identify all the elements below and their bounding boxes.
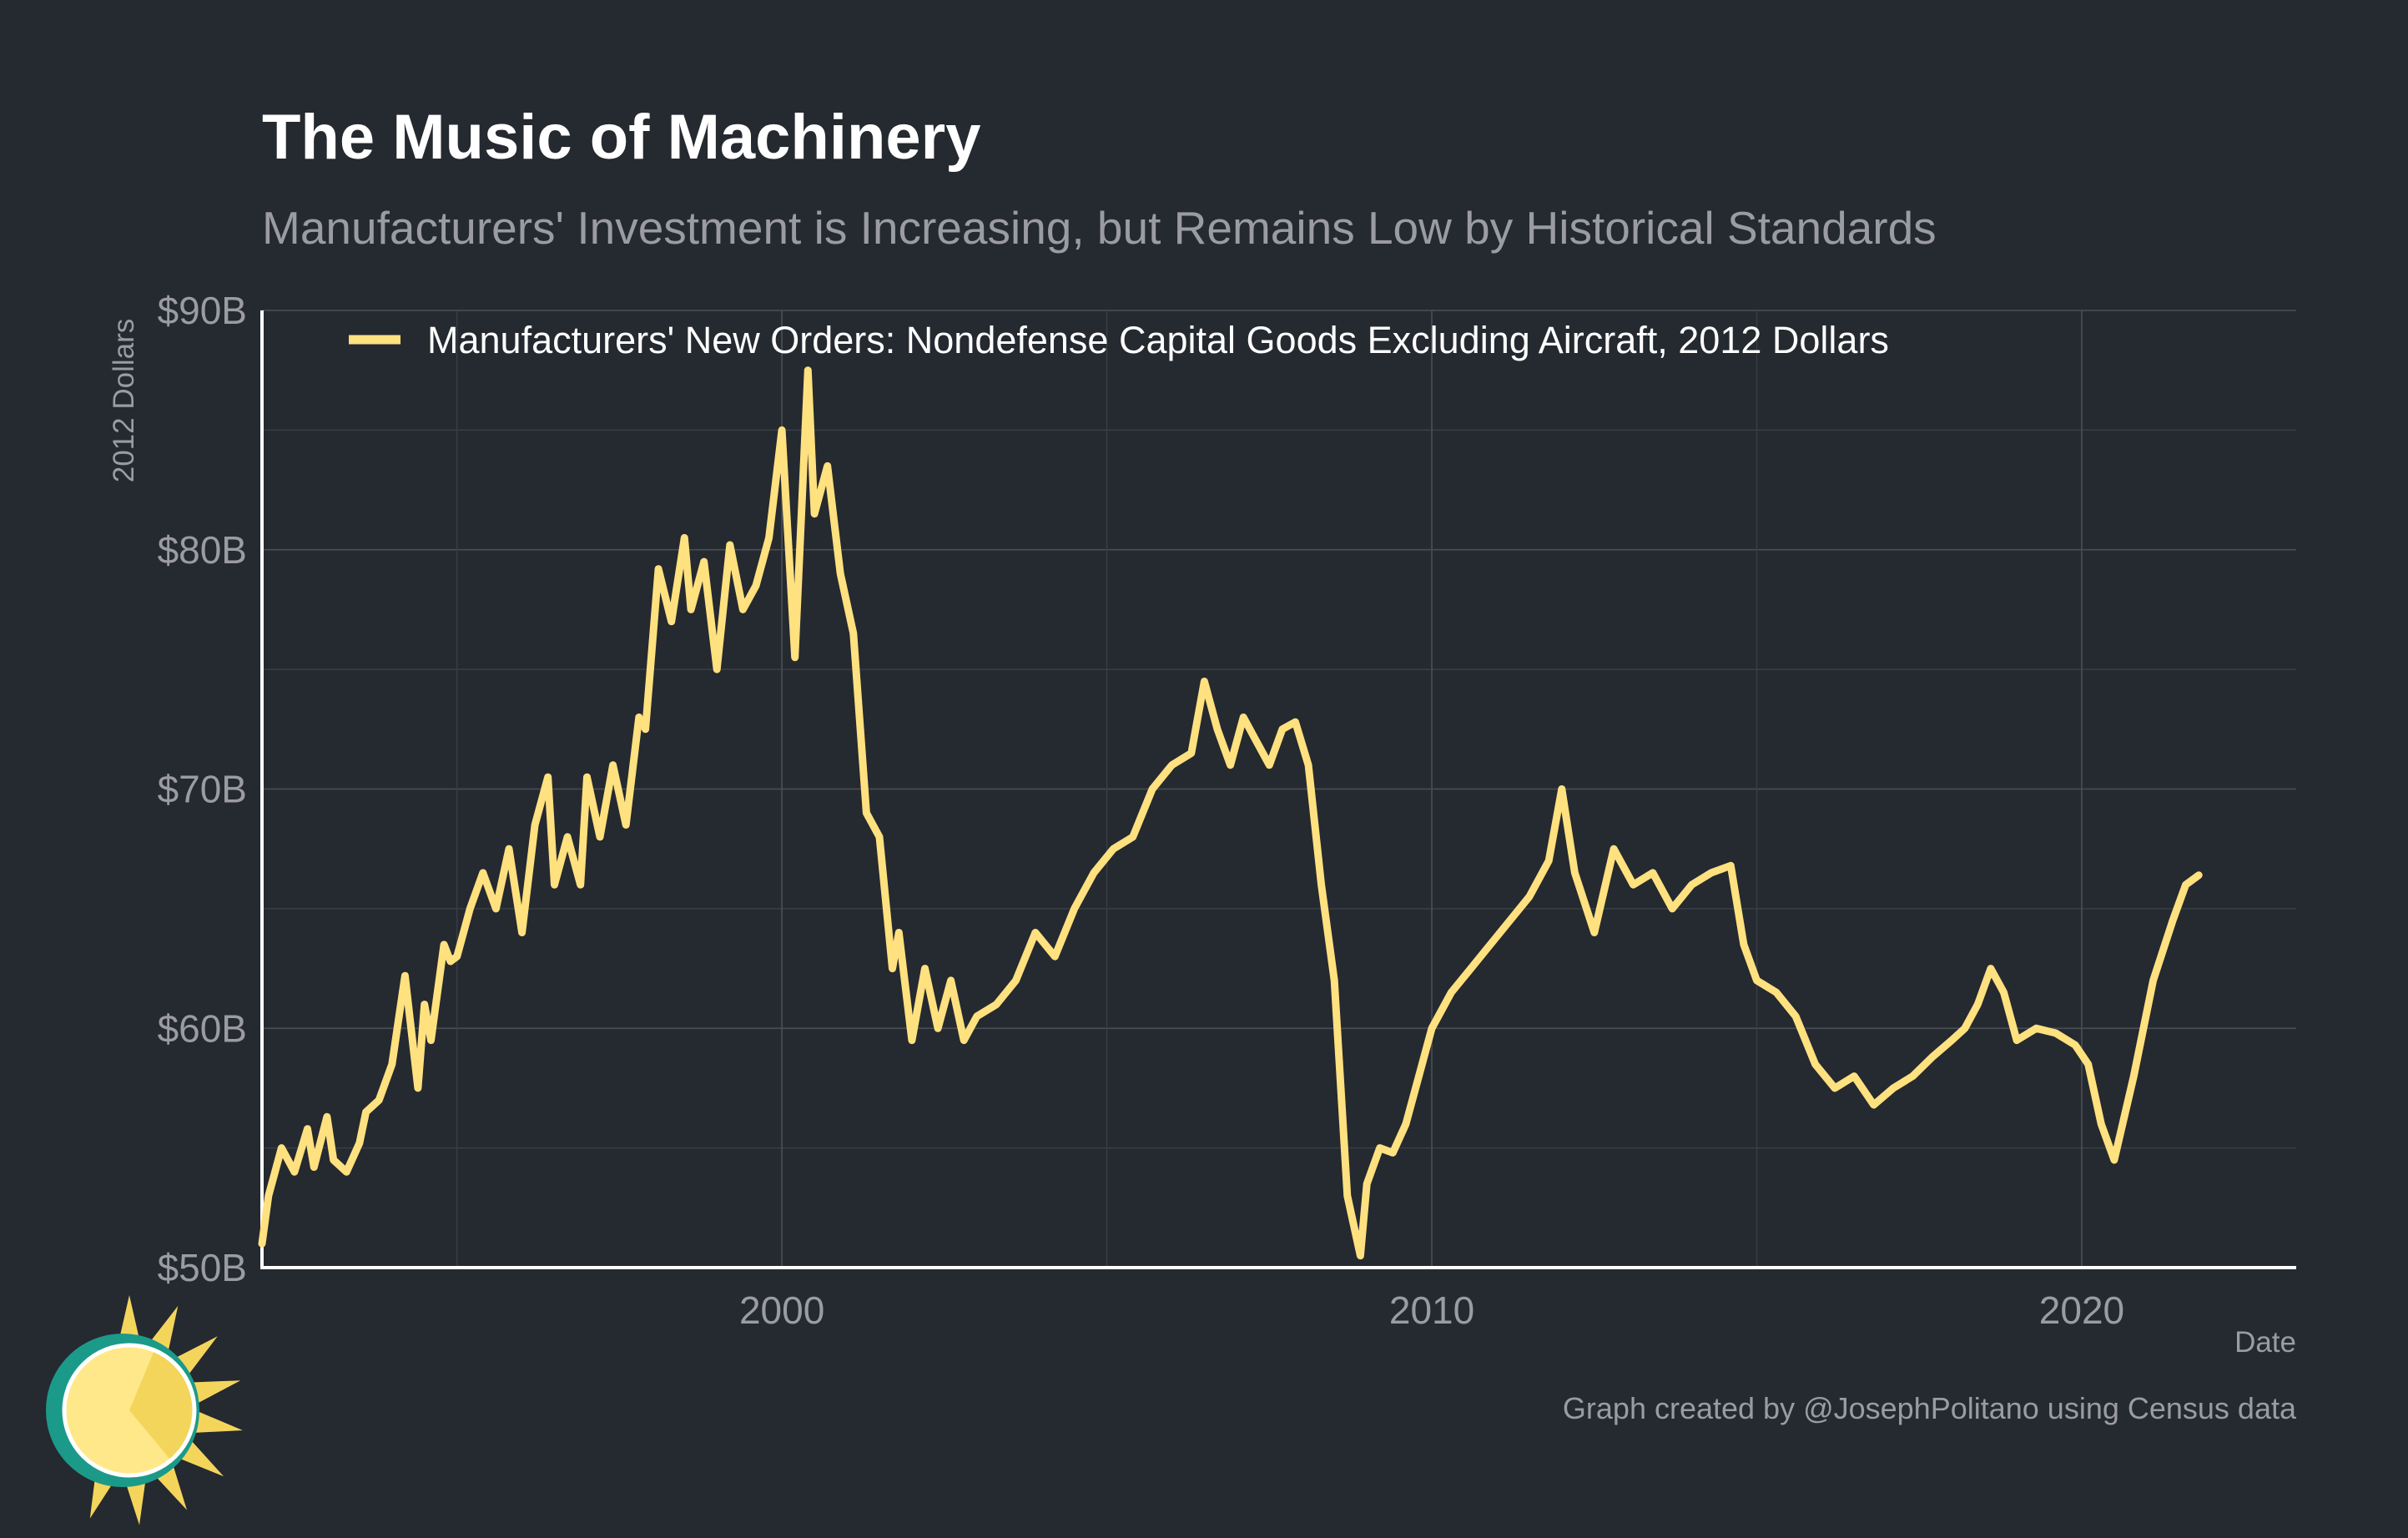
legend: Manufacturers' New Orders: Nondefense Ca… [349, 319, 1889, 361]
grid-lines [262, 310, 2296, 1268]
chart-caption: Graph created by @JosephPolitano using C… [1563, 1391, 2297, 1425]
y-axis-ticks: $50B $60B $70B $80B $90B [158, 289, 247, 1289]
y-tick-label: $70B [158, 768, 247, 811]
y-axis-label: 2012 Dollars [108, 319, 140, 483]
y-tick-label: $60B [158, 1006, 247, 1050]
chart-title: The Music of Machinery [262, 102, 981, 173]
chart-subtitle: Manufacturers' Investment is Increasing,… [262, 202, 1937, 254]
x-tick-label: 2010 [1389, 1288, 1474, 1332]
x-tick-label: 2020 [2039, 1288, 2124, 1332]
y-tick-label: $90B [158, 289, 247, 332]
sun-icon [46, 1295, 243, 1525]
axes [260, 310, 2296, 1269]
x-tick-label: 2000 [739, 1288, 824, 1332]
y-tick-label: $80B [158, 528, 247, 572]
series-layer [258, 366, 2203, 1260]
series-line [258, 366, 2203, 1260]
x-axis-label: Date [2234, 1326, 2296, 1359]
legend-label: Manufacturers' New Orders: Nondefense Ca… [427, 319, 1889, 361]
y-tick-label: $50B [158, 1246, 247, 1289]
x-axis-ticks: 2000 2010 2020 [739, 1288, 2124, 1332]
